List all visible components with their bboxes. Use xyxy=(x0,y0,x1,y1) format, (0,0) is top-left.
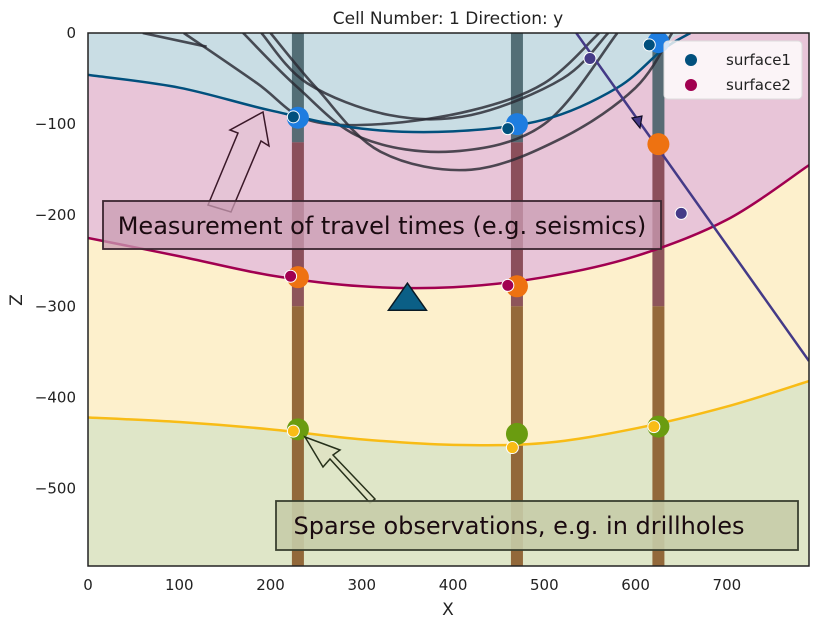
surface-point-3-0 xyxy=(583,52,597,66)
legend-marker-surface2 xyxy=(685,79,697,91)
x-tick-label: 400 xyxy=(439,576,468,594)
surface-point-1-1 xyxy=(501,278,515,292)
travel-time-curve-1 xyxy=(242,33,619,154)
surface-point-3-1 xyxy=(674,206,688,220)
y-tick-label: −100 xyxy=(35,115,76,133)
legend: surface1 surface2 xyxy=(663,40,803,100)
x-tick-label: 200 xyxy=(256,576,285,594)
y-axis-label: Z xyxy=(7,294,27,306)
surface-point-2-0 xyxy=(286,424,300,438)
surface-point-2-2 xyxy=(647,420,661,434)
legend-box xyxy=(663,40,803,100)
drillholes-annotation: Sparse observations, e.g. in drillholes xyxy=(275,435,799,551)
surface-point-2-1 xyxy=(505,441,519,455)
drillholes-arrow xyxy=(303,435,377,505)
travel-times-annotation: Measurement of travel times (e.g. seismi… xyxy=(102,110,662,250)
fault-line xyxy=(575,33,809,362)
x-tick-label: 600 xyxy=(621,576,650,594)
legend-label-surface2: surface2 xyxy=(726,76,791,94)
station-triangle-marker xyxy=(386,281,428,311)
chart-title: Cell Number: 1 Direction: y xyxy=(333,9,564,29)
geological-units xyxy=(88,33,809,566)
base-surface-line xyxy=(88,379,809,447)
drillhole-observation-2-1 xyxy=(647,133,670,156)
x-axis-label: X xyxy=(442,600,454,620)
x-tick-label: 100 xyxy=(165,576,194,594)
travel-time-curve-0 xyxy=(183,33,600,127)
y-tick-label: −500 xyxy=(35,480,76,498)
y-tick-label: 0 xyxy=(66,24,76,42)
x-axis-ticks: 0 100 200 300 400 500 600 700 xyxy=(83,576,741,594)
surface1-line xyxy=(88,33,691,134)
x-tick-label: 700 xyxy=(713,576,742,594)
surface2-line xyxy=(88,164,809,290)
surface-point-1-0 xyxy=(284,269,298,283)
drillholes-label: Sparse observations, e.g. in drillholes xyxy=(294,512,745,540)
travel-time-curves xyxy=(142,33,674,172)
legend-label-surface1: surface1 xyxy=(726,51,791,69)
y-axis-ticks: 0 −100 −200 −300 −400 −500 xyxy=(35,24,76,498)
y-tick-label: −400 xyxy=(35,388,76,406)
legend-marker-surface1 xyxy=(685,54,697,66)
plot-area xyxy=(88,33,809,566)
surface-point-0-2 xyxy=(642,38,656,52)
surface-lines xyxy=(88,33,809,447)
x-tick-label: 500 xyxy=(530,576,559,594)
travel-time-curve-3 xyxy=(260,33,610,121)
x-tick-label: 0 xyxy=(83,576,93,594)
travel-time-curve-4 xyxy=(142,33,207,48)
travel-times-box xyxy=(102,200,662,250)
drillhole-column-upper-1 xyxy=(510,33,523,143)
x-tick-label: 300 xyxy=(347,576,376,594)
travel-times-label: Measurement of travel times (e.g. seismi… xyxy=(118,212,647,240)
drillholes-box xyxy=(275,500,799,551)
drillhole-observation-1-2 xyxy=(505,422,528,445)
surface-points xyxy=(284,38,688,455)
y-tick-label: −200 xyxy=(35,206,76,224)
plot-frame xyxy=(87,32,810,567)
surface-point-0-0 xyxy=(286,110,300,124)
surface-point-0-1 xyxy=(501,122,515,136)
y-tick-label: −300 xyxy=(35,297,76,315)
fault-direction-arrow xyxy=(630,115,643,130)
